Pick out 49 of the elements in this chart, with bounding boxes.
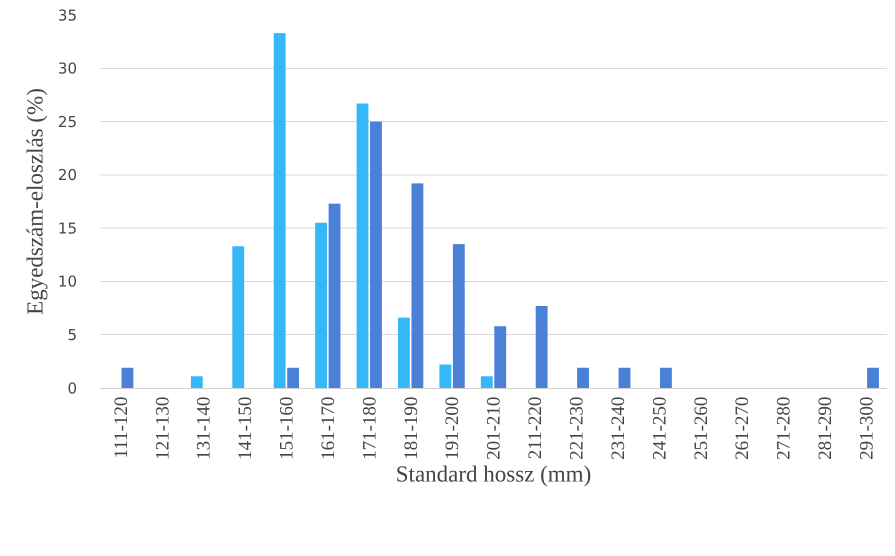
y-tick-label: 35: [58, 6, 77, 24]
bar: [618, 368, 630, 388]
bar: [660, 368, 672, 388]
x-tick-label: 221-230: [566, 396, 588, 460]
x-tick-label: 211-220: [525, 396, 546, 460]
x-tick-label: 181-190: [400, 396, 422, 460]
y-tick-label: 20: [58, 166, 77, 184]
y-tick-label: 0: [67, 379, 77, 398]
x-tick-label: 121-130: [152, 396, 174, 460]
bar: [315, 222, 328, 388]
bar: [411, 183, 424, 388]
y-tick-label: 10: [58, 272, 77, 291]
bar: [370, 122, 382, 388]
bar: [328, 204, 340, 388]
bar: [439, 364, 452, 388]
x-tick-label: 281-290: [815, 396, 836, 460]
x-tick-label: 171-180: [359, 396, 380, 460]
x-axis-title: Standard hossz (mm): [396, 462, 592, 487]
x-tick-label: 251-260: [690, 396, 712, 460]
bar: [356, 103, 368, 388]
bar: [287, 368, 300, 388]
x-tick-label: 291-300: [856, 396, 878, 460]
y-tick-label: 25: [58, 112, 77, 131]
x-tick-label: 191-200: [442, 396, 464, 460]
x-tick-label: 161-170: [318, 396, 339, 460]
x-tick-label: 141-150: [235, 396, 256, 460]
bar: [494, 326, 506, 388]
bar: [536, 306, 548, 388]
bar: [190, 376, 203, 388]
y-axis-title: Egyedszám-eloszlás (%): [22, 88, 48, 315]
bar: [122, 368, 134, 388]
y-tick-label: 30: [58, 60, 77, 78]
x-tick-label: 241-250: [649, 396, 670, 460]
bar: [398, 318, 410, 388]
x-tick-label: 131-140: [194, 396, 215, 460]
x-tick-label: 271-280: [774, 396, 795, 460]
bar: [452, 244, 465, 388]
x-tick-label: 111-120: [110, 396, 132, 459]
x-tick-label: 231-240: [608, 396, 629, 460]
bar: [867, 368, 879, 388]
bar: [274, 33, 286, 388]
x-tick-label: 151-160: [276, 396, 298, 460]
y-tick-label: 15: [58, 219, 77, 238]
bar: [232, 246, 244, 388]
x-tick-label: 261-270: [732, 396, 754, 460]
bar: [577, 368, 589, 388]
bar: [480, 376, 493, 388]
x-tick-label: 201-210: [484, 396, 505, 460]
y-tick-label: 5: [67, 326, 77, 344]
